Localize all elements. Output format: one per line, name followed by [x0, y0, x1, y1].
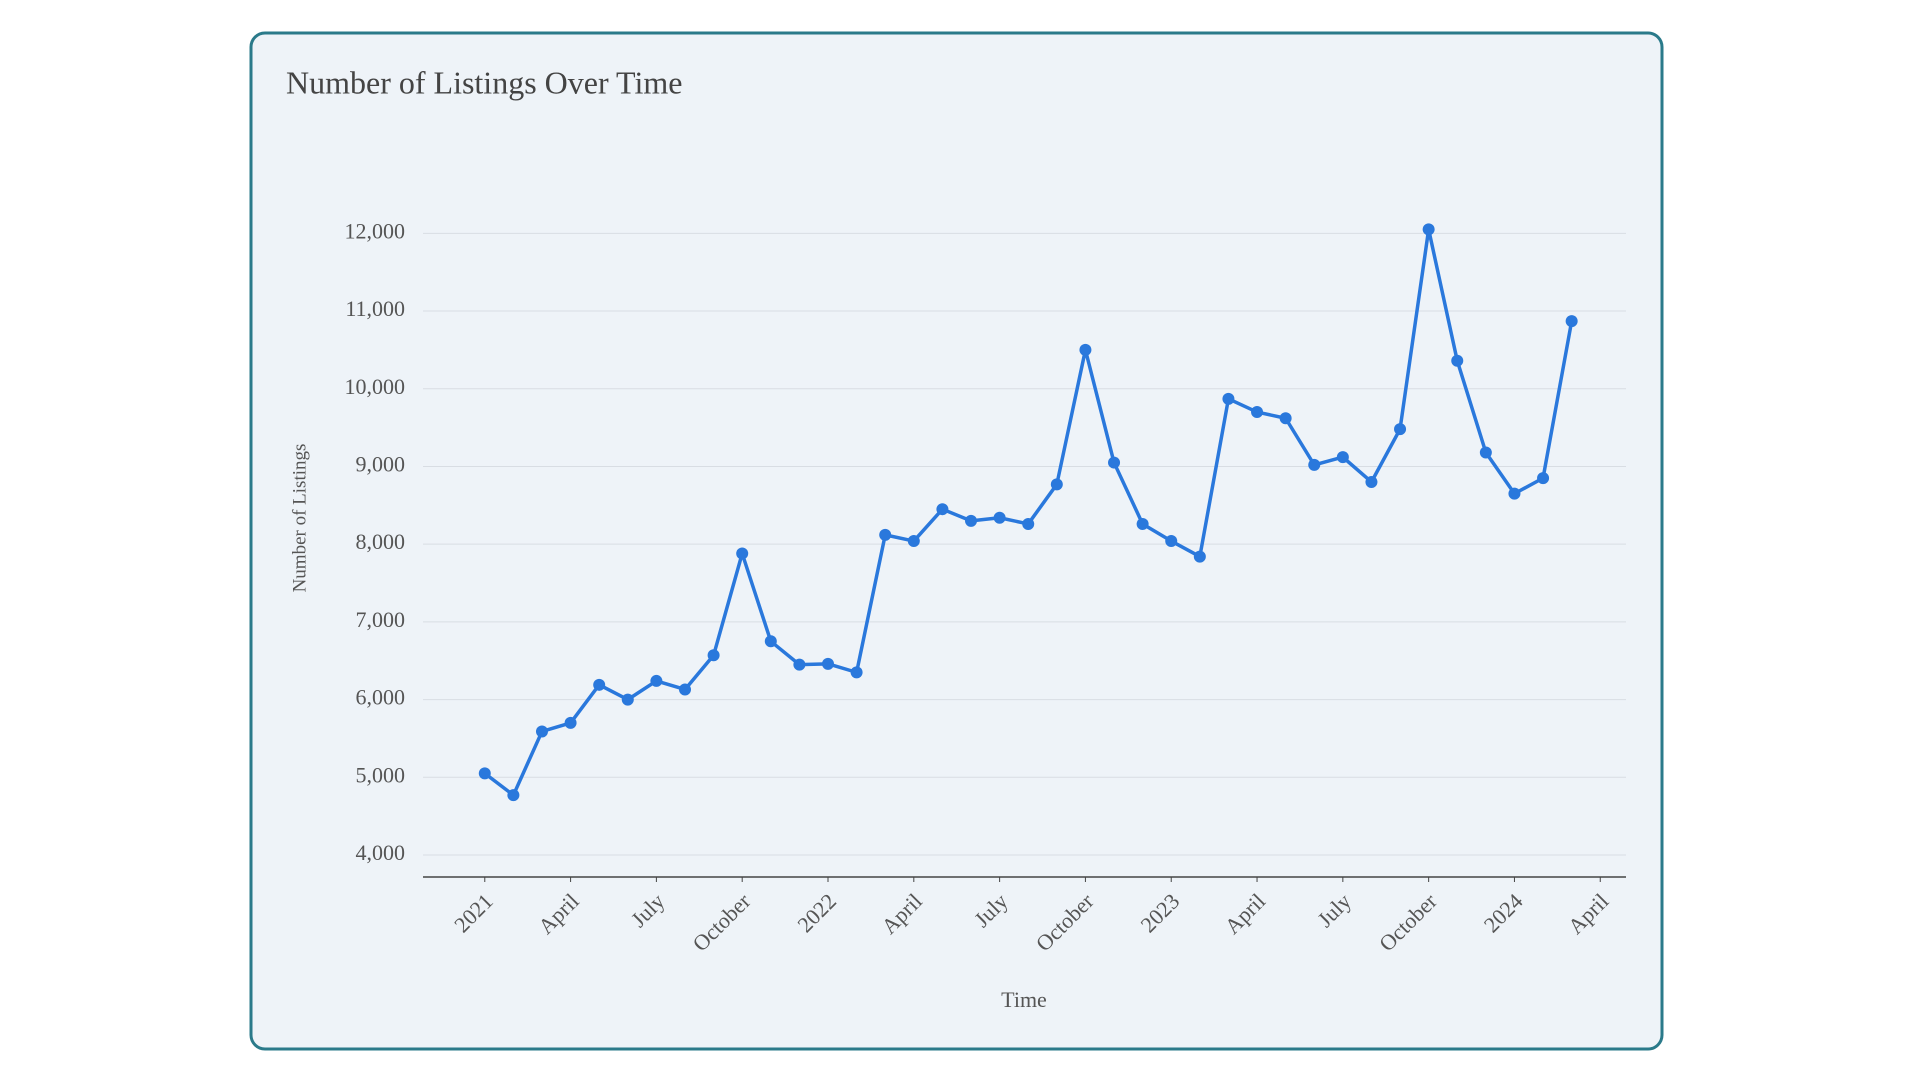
y-axis-label: Number of Listings: [289, 444, 310, 593]
point: [907, 535, 920, 548]
card: [249, 31, 1664, 1051]
point: [1022, 517, 1035, 530]
point: [621, 693, 634, 706]
chart-title: Number of Listings Over Time: [286, 64, 682, 100]
y-tick-label: 8,000: [356, 529, 406, 554]
point: [879, 528, 892, 541]
point: [1165, 535, 1178, 548]
point: [564, 716, 577, 729]
point: [707, 649, 720, 662]
point: [1479, 446, 1492, 459]
point: [650, 674, 663, 687]
point: [535, 725, 548, 738]
point: [1050, 478, 1063, 491]
point: [965, 514, 978, 527]
point: [850, 666, 863, 679]
x-axis-label: Time: [1001, 987, 1047, 1012]
point: [993, 511, 1006, 524]
y-tick-label: 9,000: [356, 451, 406, 476]
point: [507, 789, 520, 802]
y-tick-label: 10,000: [345, 374, 406, 399]
point: [1451, 354, 1464, 367]
point: [1108, 456, 1121, 469]
point: [1537, 472, 1550, 485]
point: [1222, 392, 1235, 405]
point: [793, 658, 806, 671]
point: [936, 503, 949, 516]
y-tick-label: 5,000: [356, 762, 406, 787]
y-tick-label: 6,000: [356, 685, 406, 710]
y-tick-label: 11,000: [345, 296, 405, 321]
point: [1508, 487, 1521, 500]
point: [678, 683, 691, 696]
point: [1279, 412, 1292, 425]
point: [478, 767, 491, 780]
point: [1365, 475, 1378, 488]
point: [1565, 315, 1578, 328]
point: [593, 678, 606, 691]
point: [1394, 423, 1407, 436]
y-tick-label: 12,000: [345, 218, 406, 243]
point: [1308, 458, 1321, 471]
point: [1422, 223, 1435, 236]
point: [822, 657, 835, 670]
y-tick-label: 4,000: [356, 840, 406, 865]
y-tick-label: 7,000: [356, 607, 406, 632]
point: [1251, 406, 1264, 419]
point: [1136, 517, 1149, 530]
point: [1336, 451, 1349, 464]
point: [1193, 550, 1206, 563]
point: [736, 547, 749, 560]
point: [764, 635, 777, 648]
point: [1079, 343, 1092, 356]
